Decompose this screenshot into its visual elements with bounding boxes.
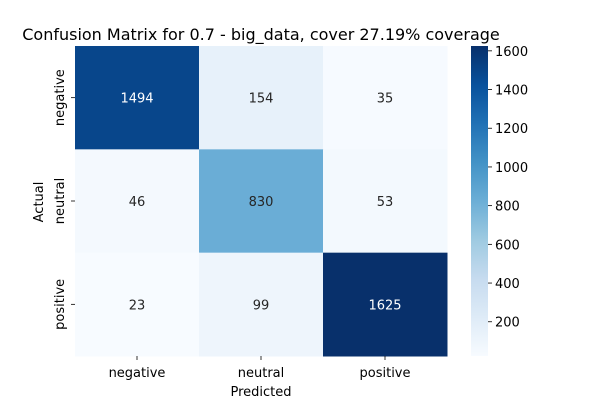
cell-value-label: 35 bbox=[377, 92, 394, 107]
colorbar-tick-label: 1600 bbox=[495, 45, 528, 60]
chart-title: Confusion Matrix for 0.7 - big_data, cov… bbox=[22, 25, 500, 45]
colorbar-tick-label: 1400 bbox=[495, 84, 528, 99]
x-axis: negative neutral positive bbox=[109, 356, 411, 381]
colorbar: 200 400 600 800 1000 1200 1400 1600 bbox=[471, 45, 528, 356]
y-axis-label: Actual bbox=[32, 182, 47, 223]
y-tick-label: positive bbox=[53, 279, 68, 330]
cell-value-label: 53 bbox=[377, 195, 394, 210]
heatmap-cell bbox=[323, 149, 448, 254]
x-tick-label: positive bbox=[360, 366, 411, 381]
cell-value-label: 1625 bbox=[368, 298, 401, 313]
heatmap-cell bbox=[75, 149, 200, 254]
cell-value-label: 830 bbox=[249, 195, 274, 210]
heatmap-cell bbox=[323, 252, 448, 357]
x-tick-label: negative bbox=[109, 366, 166, 381]
colorbar-tick-label: 600 bbox=[495, 238, 520, 253]
cell-value-label: 99 bbox=[253, 298, 270, 313]
heatmap-cell bbox=[75, 252, 200, 357]
colorbar-tick-label: 200 bbox=[495, 316, 520, 331]
y-tick-label: negative bbox=[53, 69, 68, 126]
cell-value-label: 46 bbox=[129, 195, 146, 210]
y-tick-label: neutral bbox=[53, 178, 68, 225]
x-axis-label: Predicted bbox=[230, 385, 291, 400]
colorbar-tick-label: 800 bbox=[495, 200, 520, 215]
x-tick-label: neutral bbox=[238, 366, 285, 381]
heatmap-cell bbox=[199, 149, 324, 254]
cell-value-label: 154 bbox=[249, 92, 274, 107]
heatmap-cell bbox=[199, 46, 324, 150]
colorbar-gradient bbox=[471, 46, 488, 356]
heatmap-cell bbox=[75, 46, 200, 150]
heatmap-cell bbox=[323, 46, 448, 150]
cell-value-label: 23 bbox=[129, 298, 146, 313]
heatmap-cells: 1494 154 35 46 830 53 23 99 1625 bbox=[75, 46, 448, 357]
colorbar-tick-label: 400 bbox=[495, 277, 520, 292]
heatmap-cell bbox=[199, 252, 324, 357]
colorbar-tick-label: 1200 bbox=[495, 122, 528, 137]
y-axis: negative neutral positive bbox=[53, 69, 75, 330]
cell-value-label: 1494 bbox=[120, 92, 153, 107]
colorbar-tick-label: 1000 bbox=[495, 161, 528, 176]
